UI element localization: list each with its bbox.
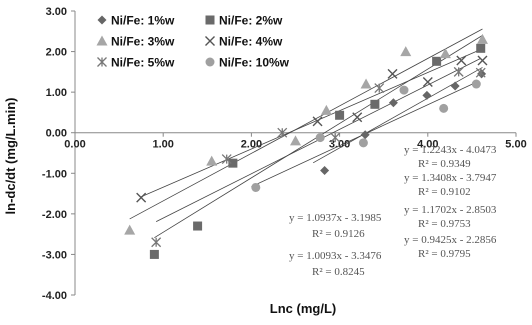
y-axis-title: ln-dc/dt (mg/L.min) <box>3 98 18 215</box>
legend-label: Ni/Fe: 3%w <box>111 35 175 49</box>
data-point <box>360 78 372 89</box>
data-point <box>193 221 203 231</box>
data-point <box>387 68 398 79</box>
data-point <box>422 90 432 100</box>
trendline-r-squared: R² = 0.9102 <box>418 186 471 198</box>
legend-marker <box>97 15 107 25</box>
legend-marker <box>205 36 215 46</box>
trendline-equation: y = 1.2243x - 4.0473 <box>404 144 497 156</box>
data-point <box>360 130 370 140</box>
trendline-equation: y = 1.0937x - 3.1985 <box>289 212 382 224</box>
y-tick-label: -1.00 <box>42 168 67 180</box>
trendline-r-squared: R² = 0.9795 <box>418 248 471 260</box>
trendline-equation: y = 1.0093x - 3.3476 <box>289 250 382 262</box>
trendline-r-squared: R² = 0.8245 <box>312 266 365 278</box>
legend-label: Ni/Fe: 2%w <box>219 14 283 28</box>
y-tick-label: -2.00 <box>42 209 67 221</box>
data-point <box>312 116 323 127</box>
data-point <box>124 224 136 235</box>
data-point <box>476 33 488 44</box>
data-point <box>471 79 481 89</box>
legend-marker <box>97 57 107 67</box>
data-point <box>149 249 159 259</box>
data-point <box>315 133 325 143</box>
y-tick-label: -4.00 <box>42 290 67 302</box>
data-point <box>422 77 433 87</box>
x-tick-label: 2.00 <box>241 139 262 151</box>
trendline <box>140 48 483 198</box>
data-point <box>206 155 218 166</box>
data-point <box>330 132 341 143</box>
data-point <box>352 112 363 123</box>
trendline-annotations: y = 1.2243x - 4.0473 R² = 0.9349 y = 1.340… <box>289 144 497 278</box>
data-point <box>453 66 464 77</box>
data-point <box>151 237 162 248</box>
y-tick-label: 0.00 <box>46 128 67 140</box>
data-point <box>450 81 460 91</box>
data-point <box>439 103 449 113</box>
trendline-equation: y = 1.3408x - 3.7947 <box>404 172 497 184</box>
data-point <box>221 154 232 165</box>
data-point <box>251 182 261 192</box>
trendline-r-squared: R² = 0.9753 <box>418 218 471 230</box>
data-point <box>456 55 467 66</box>
trendline-equation: y = 1.1702x - 2.8503 <box>404 204 497 216</box>
legend-label: Ni/Fe: 4%w <box>219 35 283 49</box>
trendline-r-squared: R² = 0.9349 <box>418 158 471 170</box>
x-tick-label: 3.00 <box>329 139 350 151</box>
y-tick-label: -3.00 <box>42 249 67 261</box>
data-points <box>124 33 488 259</box>
data-point <box>290 135 301 146</box>
data-point <box>320 165 330 175</box>
x-tick-label: 5.00 <box>505 139 526 151</box>
trendline <box>129 28 483 220</box>
legend-marker <box>205 57 215 67</box>
legend-label: Ni/Fe: 1%w <box>111 14 175 28</box>
legend-label: Ni/Fe: 10%w <box>219 56 290 70</box>
y-tick-label: 1.00 <box>46 87 67 99</box>
data-point <box>388 98 398 108</box>
data-point <box>277 127 288 138</box>
data-point <box>320 104 332 115</box>
axes: 3.00 2.00 1.00 0.00 -1.00 -2.00 -3.00 -4.00 0.00… <box>42 6 527 302</box>
data-point <box>335 110 345 120</box>
data-point <box>432 56 442 66</box>
y-tick-label: 2.00 <box>46 47 67 59</box>
legend-marker <box>96 35 108 46</box>
legend-label: Ni/Fe: 5%w <box>111 56 175 70</box>
x-tick-label: 0.00 <box>64 139 85 151</box>
data-point <box>399 85 409 95</box>
x-tick-label: 4.00 <box>417 139 438 151</box>
data-point <box>228 158 238 168</box>
data-point <box>476 43 486 53</box>
data-point <box>439 48 451 59</box>
data-point <box>358 138 368 148</box>
data-point <box>370 99 380 109</box>
data-point <box>477 55 488 66</box>
x-tick-label: 1.00 <box>152 139 173 151</box>
legend: Ni/Fe: 1%w Ni/Fe: 2%w Ni/Fe: 3%w Ni/Fe: 4%w… <box>96 14 290 70</box>
trendline-r-squared: R² = 0.9126 <box>312 228 365 240</box>
data-point <box>374 83 385 94</box>
trendline-equation: y = 0.9425x - 2.2856 <box>404 234 497 246</box>
x-axis-title: Lnc (mg/L) <box>270 301 336 316</box>
data-point <box>475 67 486 78</box>
legend-marker <box>205 15 215 25</box>
y-tick-label: 3.00 <box>46 6 67 18</box>
data-point <box>400 46 412 57</box>
data-point <box>136 192 147 203</box>
